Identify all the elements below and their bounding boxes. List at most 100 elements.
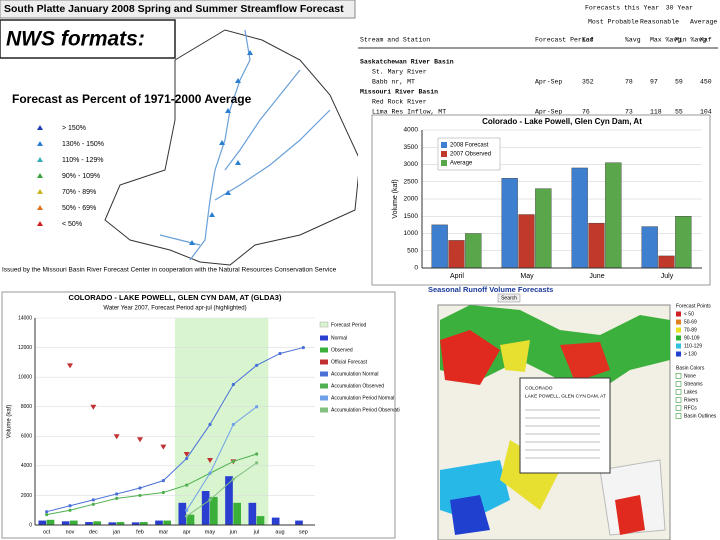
forecast-period <box>175 318 269 525</box>
legend-label: Observed <box>331 347 353 353</box>
y-tick-label: 4000 <box>21 463 32 469</box>
layer-checkbox[interactable] <box>675 405 682 411</box>
y-tick-label: 3000 <box>404 161 419 168</box>
legend-swatch <box>319 321 329 328</box>
legend-label: < 50 <box>684 311 694 317</box>
bar <box>38 520 47 525</box>
line-point <box>208 422 212 427</box>
layer-checkbox[interactable] <box>675 413 682 419</box>
table-header: Kaf <box>700 37 712 44</box>
legend-swatch <box>320 371 328 377</box>
layer-checkbox[interactable] <box>675 373 682 379</box>
line-point <box>185 514 189 518</box>
line-point <box>255 405 259 409</box>
legend-label: > 130 <box>684 351 697 357</box>
y-axis-label: Volume (kaf) <box>7 405 13 439</box>
region-red <box>440 330 500 385</box>
bar <box>46 519 55 525</box>
y-tick-label: 3500 <box>404 144 419 151</box>
bar <box>70 520 78 525</box>
legend-label: None <box>684 373 696 379</box>
x-tick-label: April <box>450 273 464 280</box>
x-tick-label: aug <box>275 529 284 535</box>
layer-checkbox[interactable] <box>675 389 682 395</box>
legend-symbol <box>37 205 43 210</box>
bar-chart: Colorado - Lake Powell, Glen Cyn Dam, At… <box>392 117 702 280</box>
legend-label: 70% - 89% <box>62 189 96 196</box>
y-tick-label: 2500 <box>404 178 419 185</box>
legend-swatch <box>320 335 328 341</box>
legend-symbol <box>37 189 43 194</box>
legend-swatch <box>320 359 328 365</box>
legend-swatch <box>676 327 681 333</box>
legend-label: 2007 Observed <box>450 152 491 158</box>
y-tick-label: 1000 <box>404 230 419 237</box>
map-footer: Issued by the Missouri Basin River Forec… <box>2 267 337 274</box>
legend-title: Forecast as Percent of 1971-2000 Average <box>12 92 252 106</box>
legend-symbol <box>37 125 43 130</box>
legend-label: Accumulation Period Observation <box>331 407 405 413</box>
popup <box>519 377 611 474</box>
line-point <box>115 496 119 500</box>
legend-swatch <box>441 151 447 157</box>
bar <box>501 178 518 269</box>
table-cell: Red Rock River <box>372 99 427 106</box>
station-markers <box>189 50 253 245</box>
bar <box>163 520 171 525</box>
table-super-header: Forecasts this Year <box>585 5 659 12</box>
x-tick-label: oct <box>43 529 51 535</box>
legend-swatch <box>441 160 447 166</box>
y-tick-label: 500 <box>407 247 418 254</box>
table-cell: Apr-Sep <box>535 79 562 86</box>
x-tick-label: mar <box>159 529 169 535</box>
legend-label: Accumulation Normal <box>331 371 379 377</box>
y-tick-label: 0 <box>414 265 418 272</box>
forecast-marker <box>137 437 143 443</box>
forecast-marker <box>207 457 213 463</box>
table-super-header: 30 Year <box>666 5 693 12</box>
table-super-header: Reasonable <box>640 19 679 26</box>
bar <box>201 490 210 525</box>
legend-label: Forecast Period <box>331 322 367 328</box>
table-cell: 104 <box>700 109 712 116</box>
table-cell: 97 <box>650 79 658 86</box>
line-point <box>45 510 49 514</box>
table-cell: Apr-Sep <box>535 109 562 116</box>
legend-label: Basin Colors <box>676 365 705 371</box>
combo-chart: COLORADO - LAKE POWELL, GLEN CYN DAM, AT… <box>7 293 406 535</box>
legend-label: Official Forecast <box>331 359 368 365</box>
legend-label: 70-89 <box>684 327 697 333</box>
layer-checkbox[interactable] <box>675 381 682 387</box>
y-tick-label: 8000 <box>21 404 32 410</box>
line-point <box>161 490 165 495</box>
legend-label: Rivers <box>684 397 699 403</box>
legend-swatch <box>441 142 447 148</box>
legend-label: < 50% <box>62 221 82 228</box>
line-point <box>185 483 189 487</box>
popup-lines <box>525 409 600 459</box>
table-super-header: Average <box>690 19 717 26</box>
bar <box>210 496 218 525</box>
accumulation-line <box>46 453 257 516</box>
line-point <box>138 493 142 498</box>
table-cell: 352 <box>582 79 594 86</box>
layer-checkbox[interactable] <box>675 397 682 403</box>
legend-label: Normal <box>331 335 347 341</box>
region-blue <box>450 495 490 535</box>
search-button[interactable] <box>497 293 521 303</box>
legend-swatch <box>676 311 681 317</box>
accumulation-line <box>186 406 257 511</box>
x-tick-label: may <box>205 529 216 535</box>
forecast-marker <box>113 434 120 440</box>
line-point <box>231 459 235 464</box>
y-tick-label: 6000 <box>21 434 32 440</box>
bar <box>605 162 622 269</box>
x-tick-label: feb <box>136 529 144 535</box>
accumulation-line <box>46 347 304 513</box>
legend-box <box>437 137 501 171</box>
bar <box>571 167 588 269</box>
table-cell: 76 <box>582 109 590 116</box>
legend-label: Lakes <box>684 389 698 395</box>
table-super-header: Most Probable <box>588 19 639 26</box>
map-legend: Forecast as Percent of 1971-2000 Average… <box>2 92 337 274</box>
